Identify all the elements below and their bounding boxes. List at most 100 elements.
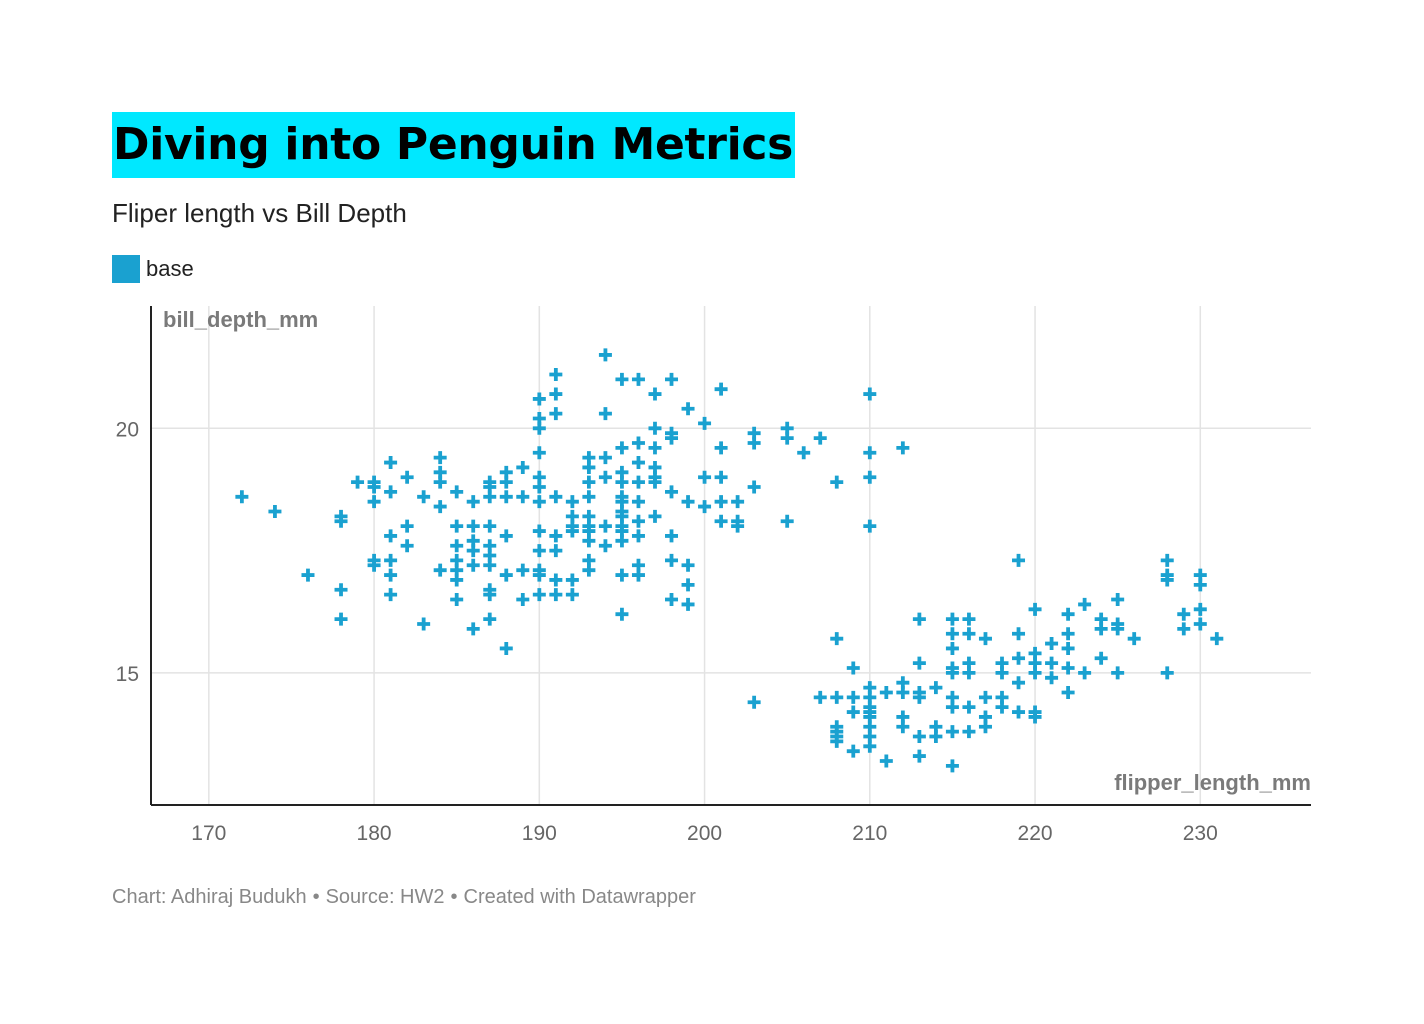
footer-separator: • <box>450 886 458 908</box>
data-point <box>698 500 712 514</box>
data-point <box>863 739 877 753</box>
x-tick-label: 210 <box>852 822 887 845</box>
data-point <box>582 490 596 504</box>
data-point <box>268 504 282 518</box>
data-point <box>830 734 844 748</box>
data-point <box>433 451 447 465</box>
data-point <box>450 485 464 499</box>
data-point <box>962 666 976 680</box>
data-point <box>1210 632 1224 646</box>
data-point <box>615 534 629 548</box>
data-point <box>631 495 645 509</box>
data-point <box>1094 651 1108 665</box>
footer-separator: • <box>312 886 320 908</box>
data-point <box>1177 607 1191 621</box>
data-point <box>549 573 563 587</box>
data-point <box>1193 602 1207 616</box>
data-point <box>466 544 480 558</box>
y-tick-label: 15 <box>116 663 139 686</box>
data-point <box>1061 685 1075 699</box>
data-point <box>879 685 893 699</box>
data-point <box>978 690 992 704</box>
data-point <box>714 495 728 509</box>
data-point <box>945 612 959 626</box>
data-point <box>384 485 398 499</box>
data-point <box>962 612 976 626</box>
data-point <box>978 720 992 734</box>
data-point <box>367 480 381 494</box>
data-point <box>929 730 943 744</box>
data-point <box>665 593 679 607</box>
data-point <box>1012 627 1026 641</box>
data-point <box>516 490 530 504</box>
data-point <box>846 661 860 675</box>
data-point <box>631 436 645 450</box>
data-point <box>450 573 464 587</box>
data-point <box>962 627 976 641</box>
data-point <box>433 500 447 514</box>
data-point <box>681 495 695 509</box>
data-point <box>549 490 563 504</box>
data-point <box>400 539 414 553</box>
data-point <box>731 495 745 509</box>
x-tick-label: 190 <box>522 822 557 845</box>
data-point <box>582 563 596 577</box>
data-point <box>631 456 645 470</box>
data-point <box>516 563 530 577</box>
data-point <box>582 460 596 474</box>
data-point <box>945 627 959 641</box>
data-point <box>466 519 480 533</box>
data-point <box>665 529 679 543</box>
data-point <box>631 568 645 582</box>
data-point <box>1045 671 1059 685</box>
data-point <box>235 490 249 504</box>
data-point <box>615 475 629 489</box>
data-point <box>483 612 497 626</box>
data-point <box>1160 553 1174 567</box>
data-point <box>499 475 513 489</box>
data-point <box>417 490 431 504</box>
data-point <box>549 367 563 381</box>
data-point <box>631 514 645 528</box>
data-point <box>1012 553 1026 567</box>
data-point <box>780 514 794 528</box>
data-point <box>1111 622 1125 636</box>
data-point <box>813 431 827 445</box>
data-point <box>532 524 546 538</box>
data-point <box>863 519 877 533</box>
data-point <box>598 348 612 362</box>
data-point <box>466 495 480 509</box>
data-point <box>648 475 662 489</box>
data-point <box>532 544 546 558</box>
data-point <box>565 495 579 509</box>
data-point <box>450 539 464 553</box>
data-point <box>301 568 315 582</box>
gridlines <box>151 306 1311 805</box>
y-axis-title: bill_depth_mm <box>163 307 318 332</box>
data-point <box>1127 632 1141 646</box>
data-point <box>516 593 530 607</box>
data-point <box>516 460 530 474</box>
data-point <box>1094 622 1108 636</box>
data-point <box>631 475 645 489</box>
data-point <box>582 475 596 489</box>
data-point <box>1061 641 1075 655</box>
data-point <box>681 402 695 416</box>
data-point <box>896 441 910 455</box>
data-point <box>549 529 563 543</box>
data-point <box>598 451 612 465</box>
data-point <box>830 632 844 646</box>
data-point <box>450 593 464 607</box>
data-point <box>549 544 563 558</box>
data-point <box>681 597 695 611</box>
data-point <box>549 387 563 401</box>
data-point <box>1045 637 1059 651</box>
data-point <box>532 392 546 406</box>
data-point <box>483 558 497 572</box>
data-point <box>483 490 497 504</box>
data-point <box>1028 602 1042 616</box>
data-point <box>1028 710 1042 724</box>
title-highlight: Diving into Penguin Metrics <box>112 112 796 178</box>
data-point <box>499 568 513 582</box>
